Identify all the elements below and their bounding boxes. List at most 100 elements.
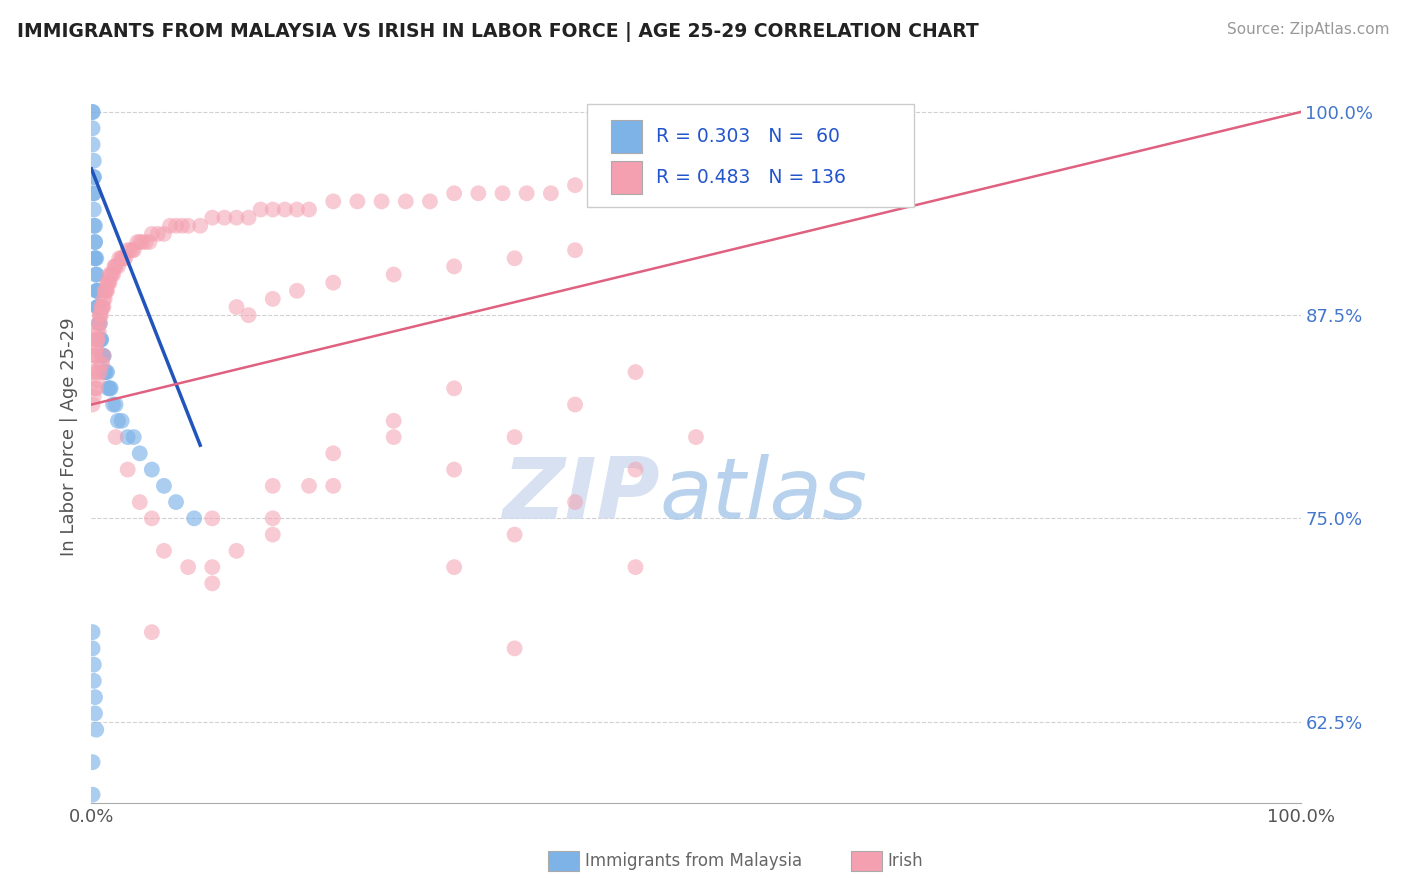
Point (382, 430, 405, 444)
Point (188, 219, 211, 233)
Point (93, 292, 115, 306)
Point (86, 333, 108, 347)
Point (89, 316, 111, 330)
Point (93, 349, 115, 363)
Point (89, 333, 111, 347)
Point (86, 300, 108, 314)
Point (624, 462, 647, 476)
Point (91, 300, 114, 314)
Text: Irish: Irish (887, 852, 922, 870)
Point (83, 389, 105, 403)
Point (141, 511, 163, 525)
Point (87, 316, 110, 330)
Point (101, 398, 124, 412)
Point (91, 300, 114, 314)
Point (127, 235, 149, 249)
Point (131, 235, 153, 249)
Point (108, 252, 131, 266)
Point (443, 186, 465, 201)
Point (84, 723, 107, 737)
Point (98, 381, 121, 395)
Point (98, 276, 121, 290)
Point (262, 511, 284, 525)
Point (146, 227, 169, 241)
Point (661, 169, 683, 184)
Point (107, 414, 129, 428)
Point (107, 260, 129, 274)
Point (262, 292, 284, 306)
Point (443, 560, 465, 574)
Point (84, 252, 107, 266)
Point (93, 349, 115, 363)
Point (84, 690, 107, 705)
Point (93, 300, 115, 314)
Text: Immigrants from Malaysia: Immigrants from Malaysia (585, 852, 801, 870)
Text: IMMIGRANTS FROM MALAYSIA VS IRISH IN LABOR FORCE | AGE 25-29 CORRELATION CHART: IMMIGRANTS FROM MALAYSIA VS IRISH IN LAB… (17, 22, 979, 42)
Point (165, 495, 187, 509)
Point (225, 544, 247, 558)
Point (419, 194, 441, 209)
Point (83, 186, 105, 201)
Point (238, 211, 260, 225)
Point (285, 202, 308, 217)
Point (84, 341, 107, 355)
Point (90, 300, 112, 314)
Point (201, 511, 224, 525)
Point (443, 381, 465, 395)
Point (120, 243, 142, 257)
Point (104, 260, 127, 274)
Point (84, 219, 107, 233)
Point (89, 316, 111, 330)
Point (83, 804, 105, 818)
Point (624, 560, 647, 574)
Point (82, 398, 104, 412)
Point (153, 227, 176, 241)
Point (94, 365, 117, 379)
Point (84, 333, 107, 347)
Point (138, 235, 160, 249)
Point (141, 227, 163, 241)
Point (82, 105, 104, 120)
Point (84, 341, 107, 355)
Point (177, 219, 200, 233)
Point (101, 268, 124, 282)
Point (84, 284, 107, 298)
Point (84, 381, 107, 395)
Point (370, 194, 392, 209)
Point (238, 308, 260, 322)
Point (84, 381, 107, 395)
Point (516, 186, 538, 201)
Point (97, 276, 120, 290)
Point (262, 479, 284, 493)
Point (83, 153, 105, 168)
Point (101, 268, 124, 282)
Point (121, 243, 143, 257)
Point (83, 202, 105, 217)
Point (83, 673, 105, 688)
Text: ZIP: ZIP (502, 454, 659, 537)
Point (395, 194, 418, 209)
Point (141, 625, 163, 640)
Point (564, 398, 586, 412)
Point (97, 381, 120, 395)
Point (84, 235, 107, 249)
Point (84, 268, 107, 282)
Point (612, 178, 634, 193)
Point (564, 495, 586, 509)
Point (564, 243, 586, 257)
Point (89, 365, 111, 379)
Point (685, 430, 707, 444)
Point (100, 268, 122, 282)
Point (382, 414, 405, 428)
Point (83, 186, 105, 201)
Point (141, 462, 163, 476)
Point (135, 235, 157, 249)
Point (87, 300, 110, 314)
Point (564, 178, 586, 193)
Point (87, 325, 110, 339)
Point (82, 137, 104, 152)
Point (83, 219, 105, 233)
Point (298, 479, 321, 493)
Point (214, 211, 236, 225)
Point (89, 308, 111, 322)
